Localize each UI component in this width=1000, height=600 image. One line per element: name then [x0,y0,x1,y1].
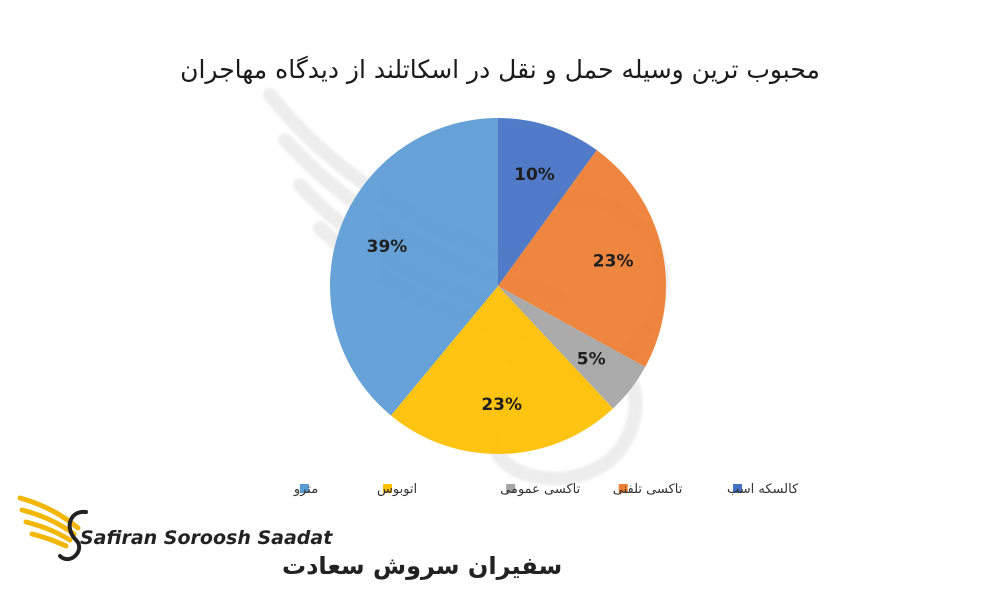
wing-feather [29,531,69,549]
slice-label: 39% [367,237,408,257]
legend-label: کالسکه اسب [727,482,799,497]
slice-label: 10% [514,165,555,185]
legend-label: تاکسی عمومی [500,482,581,497]
legend-item: تاکسی عمومی [500,482,581,497]
legend-label: تاکسی تلفنی [613,482,683,497]
legend-label: مترو [293,482,318,497]
legend-swatch [733,484,742,493]
legend-swatch [299,484,309,493]
wing-feather [17,495,81,531]
logo-latin-text: Safiran Soroosh Saadat [80,527,333,549]
wing-logo-icon [17,495,88,562]
swan-neck [58,509,88,562]
wing-feather [23,519,73,543]
pie-slice [498,150,667,367]
legend-item: کالسکه اسب [727,482,799,497]
pie-slice [390,286,614,454]
slice-label: 5% [577,349,606,369]
pie-slice [498,118,597,286]
slice-label: 23% [593,251,634,271]
legend-swatch [506,484,516,493]
pie-slice [330,117,498,416]
legend-swatch [383,484,393,493]
logo-farsi-text: سفیران سروش سعادت [282,552,562,580]
legend-label: اتوبوس [377,482,417,497]
pie-slices [330,117,667,454]
slice-label: 23% [481,395,522,415]
brand-logo: Safiran Soroosh Saadat سفیران سروش سعادت [17,495,562,580]
legend-item: اتوبوس [377,482,417,497]
legend-item: تاکسی تلفنی [613,482,683,497]
pie-slice [498,286,646,409]
chart-legend: کالسکه اسب تاکسی تلفنی تاکسی عمومی اتوبوس مت… [293,482,799,497]
legend-item: مترو [293,482,318,497]
chart-title: محبوب ترین وسیله حمل و نقل در اسکاتلند ا… [180,55,820,85]
slice-labels: 10% 23% 5% 23% 39% [367,165,634,415]
legend-swatch [618,484,628,493]
